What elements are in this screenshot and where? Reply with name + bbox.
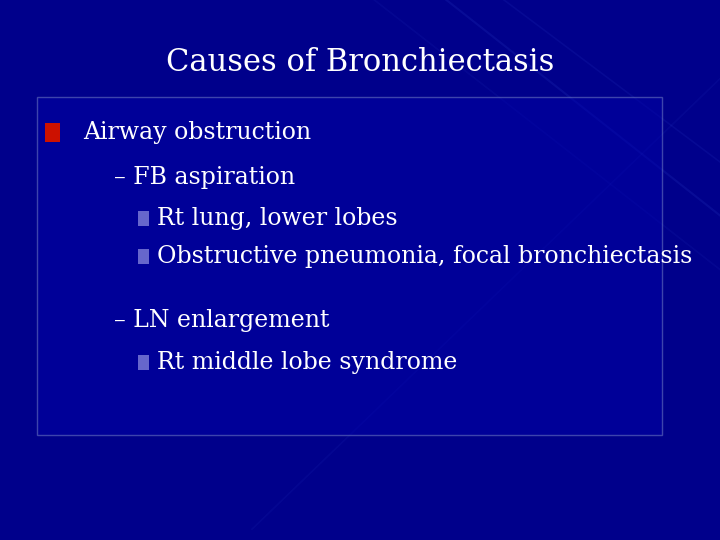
Text: Obstructive pneumonia, focal bronchiectasis: Obstructive pneumonia, focal bronchiecta… [157,245,693,268]
Bar [45,123,60,142]
Text: Airway obstruction: Airway obstruction [83,121,311,144]
Bar [138,355,149,370]
Text: – LN enlargement: – LN enlargement [114,309,329,332]
Text: Causes of Bronchiectasis: Causes of Bronchiectasis [166,46,554,78]
Text: – FB aspiration: – FB aspiration [114,166,295,188]
Bar [138,249,149,264]
Bar [138,211,149,226]
Text: Rt lung, lower lobes: Rt lung, lower lobes [157,207,397,229]
FancyBboxPatch shape [37,97,662,435]
Text: Rt middle lobe syndrome: Rt middle lobe syndrome [157,352,457,374]
